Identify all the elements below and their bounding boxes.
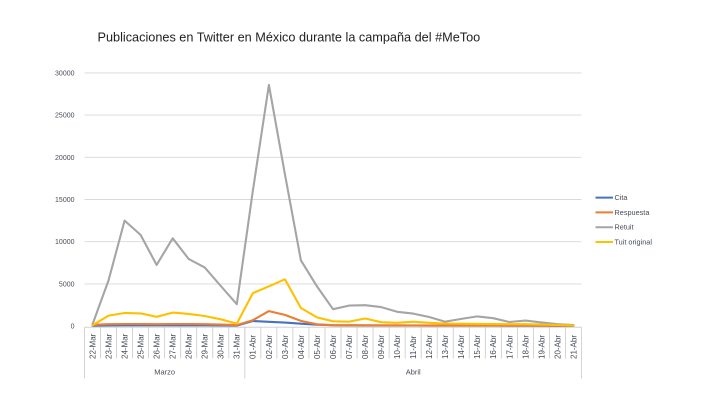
svg-text:Respuesta: Respuesta	[615, 208, 651, 217]
svg-text:18-Abr: 18-Abr	[521, 335, 530, 359]
svg-text:09-Abr: 09-Abr	[377, 335, 386, 359]
svg-text:24-Mar: 24-Mar	[121, 333, 130, 359]
svg-text:25000: 25000	[55, 113, 75, 120]
svg-text:25-Mar: 25-Mar	[137, 333, 146, 359]
svg-text:26-Mar: 26-Mar	[153, 333, 162, 359]
svg-text:17-Abr: 17-Abr	[505, 335, 514, 359]
svg-text:28-Mar: 28-Mar	[185, 333, 194, 359]
svg-text:05-Abr: 05-Abr	[313, 335, 322, 359]
svg-text:23-Mar: 23-Mar	[104, 333, 113, 359]
svg-text:20-Abr: 20-Abr	[553, 335, 562, 359]
svg-text:0: 0	[71, 324, 75, 331]
svg-text:Abril: Abril	[406, 368, 421, 377]
svg-text:19-Abr: 19-Abr	[537, 335, 546, 359]
svg-text:15000: 15000	[55, 197, 75, 204]
svg-text:11-Abr: 11-Abr	[409, 335, 418, 359]
svg-text:21-Abr: 21-Abr	[569, 335, 578, 359]
svg-text:Tuit original: Tuit original	[615, 238, 653, 247]
svg-text:03-Abr: 03-Abr	[281, 335, 290, 359]
svg-text:22-Mar: 22-Mar	[88, 333, 97, 359]
svg-text:Publicaciones en Twitter en Mé: Publicaciones en Twitter en México duran…	[98, 30, 481, 44]
svg-text:29-Mar: 29-Mar	[201, 333, 210, 359]
svg-text:30000: 30000	[55, 70, 75, 77]
svg-text:04-Abr: 04-Abr	[297, 335, 306, 359]
svg-text:10000: 10000	[55, 239, 75, 246]
svg-text:27-Mar: 27-Mar	[169, 333, 178, 359]
svg-text:07-Abr: 07-Abr	[345, 335, 354, 359]
svg-text:01-Abr: 01-Abr	[249, 335, 258, 359]
svg-text:10-Abr: 10-Abr	[393, 335, 402, 359]
svg-text:14-Abr: 14-Abr	[457, 335, 466, 359]
svg-text:06-Abr: 06-Abr	[329, 335, 338, 359]
svg-text:5000: 5000	[59, 281, 75, 288]
svg-text:12-Abr: 12-Abr	[425, 335, 434, 359]
svg-text:13-Abr: 13-Abr	[441, 335, 450, 359]
svg-text:16-Abr: 16-Abr	[489, 335, 498, 359]
svg-text:Cita: Cita	[615, 193, 629, 202]
svg-text:15-Abr: 15-Abr	[473, 335, 482, 359]
svg-text:02-Abr: 02-Abr	[265, 335, 274, 359]
svg-text:Retuit: Retuit	[615, 223, 634, 232]
svg-text:20000: 20000	[55, 155, 75, 162]
svg-text:08-Abr: 08-Abr	[361, 335, 370, 359]
svg-text:30-Mar: 30-Mar	[217, 333, 226, 359]
svg-text:31-Mar: 31-Mar	[233, 333, 242, 359]
svg-text:Marzo: Marzo	[154, 368, 175, 377]
